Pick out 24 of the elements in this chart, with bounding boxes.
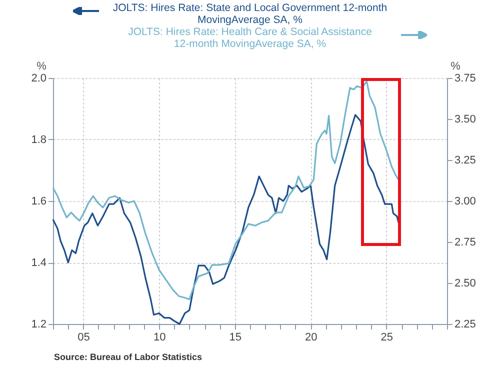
x-tick-label: 25 [380, 332, 394, 344]
y2-tick-label: 2.25 [454, 318, 476, 330]
y2-tick-label: 3.25 [454, 154, 476, 166]
x-tick-label: 10 [153, 332, 166, 344]
x-tick-label: 15 [229, 332, 242, 344]
y-tick-label: 1.6 [31, 196, 46, 208]
source-note: Source: Bureau of Labor Statistics [54, 352, 202, 362]
x-tick-label: 05 [78, 332, 90, 344]
y-tick-label: 1.2 [31, 318, 46, 330]
y-tick-label: 2.0 [31, 72, 46, 84]
y-tick-label: 1.4 [31, 257, 46, 269]
y2-tick-label: 3.50 [454, 114, 476, 126]
text: JOLTS: Hires Rate: State and Local Government 12-month MovingAverage SA, % [112, 2, 388, 26]
y2-tick-label: 2.50 [454, 278, 476, 290]
y2-tick-label: 3.00 [454, 196, 476, 208]
y-axis-title: % [36, 60, 47, 72]
y2-tick-label: 2.75 [454, 236, 476, 248]
text: JOLTS: Hires Rate: Health Care & Social Assistance 12-month MovingAverage SA, % [128, 26, 372, 50]
y-tick-label: 1.8 [31, 134, 46, 146]
x-tick-label: 20 [304, 332, 318, 344]
y2-axis-title: % [450, 60, 461, 72]
line-series [52, 80, 400, 300]
line-series [52, 114, 400, 325]
y2-tick-label: 3.75 [454, 72, 476, 84]
